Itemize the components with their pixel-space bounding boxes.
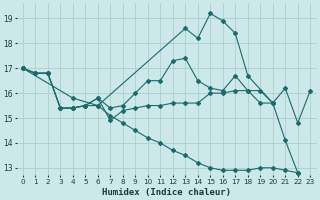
X-axis label: Humidex (Indice chaleur): Humidex (Indice chaleur) (102, 188, 231, 197)
